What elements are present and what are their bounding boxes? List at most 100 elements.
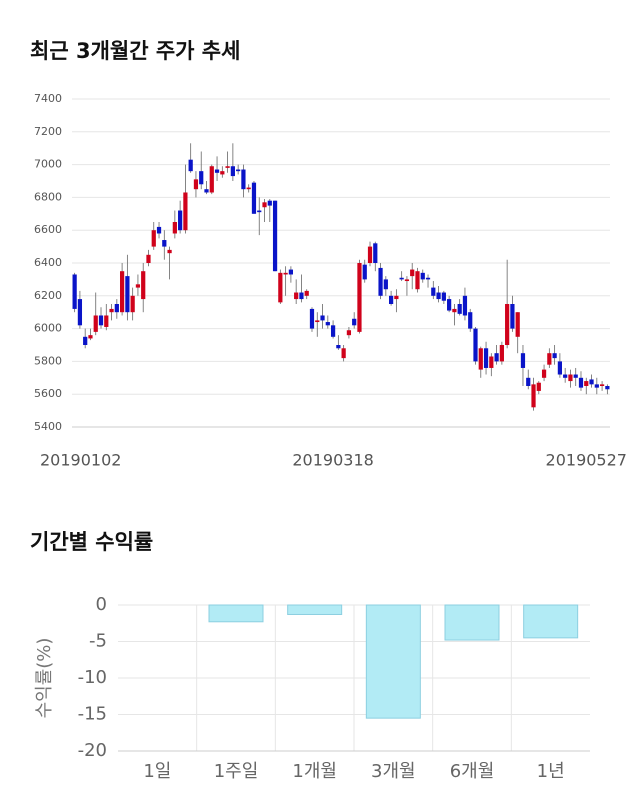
candle-body xyxy=(373,243,378,263)
candle-body xyxy=(130,295,135,313)
candle-body xyxy=(135,284,141,288)
candle-body xyxy=(178,210,183,231)
candle-body xyxy=(209,166,214,193)
y-tick-label: 7200 xyxy=(34,125,62,138)
candle-body xyxy=(146,254,151,263)
x-tick-label: 20190527 xyxy=(546,451,627,470)
candle-body xyxy=(278,272,283,303)
candle-body xyxy=(346,330,352,336)
y-tick-label: 5400 xyxy=(34,420,62,433)
y-tick-label: 0 xyxy=(96,594,107,615)
candle-body xyxy=(230,166,235,177)
bar xyxy=(444,604,500,641)
bar xyxy=(208,604,264,623)
candle-body xyxy=(183,192,188,231)
candle-body xyxy=(494,353,499,362)
candle-body xyxy=(167,249,172,254)
y-tick-label: 6800 xyxy=(34,190,62,203)
candle-body xyxy=(267,200,272,206)
candle-body xyxy=(462,295,468,316)
candle-body xyxy=(193,179,199,190)
candle-body xyxy=(188,159,193,172)
candle-body xyxy=(236,169,241,172)
candle-body xyxy=(563,374,568,378)
candle-body xyxy=(399,277,404,280)
candle-body xyxy=(367,246,373,263)
candle-body xyxy=(584,381,589,386)
candle-body xyxy=(420,272,425,280)
x-tick-label: 1주일 xyxy=(214,761,259,782)
candle-body xyxy=(83,336,88,345)
candle-body xyxy=(394,295,399,300)
y-tick-label: -10 xyxy=(78,667,107,688)
candle-body xyxy=(204,189,209,193)
candle-body xyxy=(283,272,288,275)
candle-body xyxy=(415,271,420,290)
candle-body xyxy=(489,356,494,368)
candle-body xyxy=(552,353,557,359)
candle-body xyxy=(531,384,536,408)
x-tick-label: 1개월 xyxy=(292,761,337,782)
candle-body xyxy=(125,276,130,313)
candle-body xyxy=(441,292,446,301)
candle-body xyxy=(294,292,299,300)
candle-body xyxy=(431,287,436,296)
candle-body xyxy=(605,386,610,390)
candle-body xyxy=(119,271,125,313)
candle-body xyxy=(483,348,489,368)
candle-body xyxy=(436,292,441,300)
candle-body xyxy=(272,200,278,272)
candle-body xyxy=(330,325,336,337)
chart-title: 기간별 수익률 xyxy=(30,530,153,554)
chart-title: 최근 3개월간 주가 추세 xyxy=(30,39,240,63)
candle-body xyxy=(104,315,109,327)
candle-body xyxy=(547,353,552,365)
y-tick-label: 7400 xyxy=(34,92,62,105)
y-tick-label: 5600 xyxy=(34,387,62,400)
candle-body xyxy=(199,171,204,185)
candle-body xyxy=(557,361,563,375)
candle-body xyxy=(505,304,510,345)
candle-body xyxy=(214,169,220,173)
x-tick-label: 3개월 xyxy=(371,761,416,782)
candle-body xyxy=(114,304,119,313)
candle-body xyxy=(141,271,146,300)
candle-body xyxy=(246,187,251,190)
candle-body xyxy=(251,182,257,214)
y-axis-label: 수익률(%) xyxy=(34,638,55,719)
candle-body xyxy=(515,312,520,337)
candle-body xyxy=(88,335,93,339)
candle-body xyxy=(257,210,262,213)
candle-body xyxy=(151,230,156,247)
candle-body xyxy=(573,374,578,378)
bar xyxy=(523,604,579,639)
candle-body xyxy=(478,348,483,370)
candle-body xyxy=(162,240,167,247)
candle-body xyxy=(320,315,325,321)
candle-body xyxy=(357,263,362,332)
y-tick-label: 5800 xyxy=(34,354,62,367)
candle-body xyxy=(452,308,457,313)
candle-body xyxy=(388,295,394,304)
candle-body xyxy=(499,345,504,362)
candle-body xyxy=(325,322,330,326)
candle-body xyxy=(526,377,531,386)
candle-body xyxy=(447,299,452,311)
candle-body xyxy=(299,292,304,300)
candle-body xyxy=(315,320,320,323)
x-tick-label: 6개월 xyxy=(450,761,495,782)
x-tick-label: 20190102 xyxy=(40,451,121,470)
candle-body xyxy=(156,226,162,234)
y-tick-label: 7000 xyxy=(34,158,62,171)
candle-body xyxy=(536,382,541,391)
candle-body xyxy=(425,277,431,280)
x-tick-label: 20190318 xyxy=(292,451,373,470)
candle-body xyxy=(468,312,473,329)
candle-body xyxy=(594,384,599,388)
candle-body xyxy=(457,304,462,314)
candle-body xyxy=(336,345,341,349)
y-tick-label: -20 xyxy=(78,740,107,761)
y-tick-label: 6000 xyxy=(34,322,62,335)
y-tick-label: -15 xyxy=(78,704,107,725)
